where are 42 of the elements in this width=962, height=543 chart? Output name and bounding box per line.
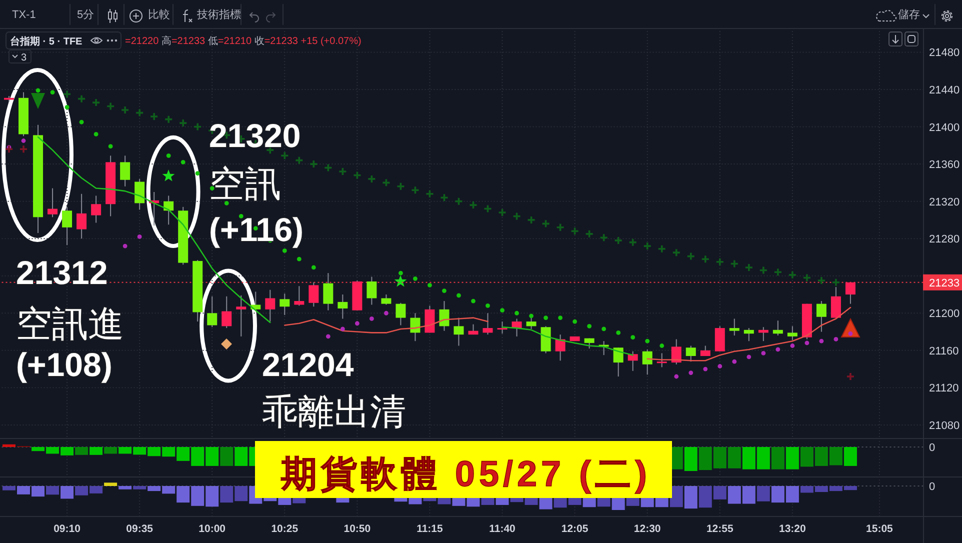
x-tick-label: 12:30 (634, 523, 661, 535)
y-tick-label: 21440 (929, 84, 960, 96)
x-tick-label: 15:05 (866, 523, 894, 535)
annotation: 21312 (16, 254, 108, 291)
y-tick-label: 21280 (929, 234, 960, 246)
y-tick-label: 21160 (929, 345, 959, 358)
y-tick-label: 21200 (929, 308, 960, 320)
x-tick-label: 10:00 (198, 523, 226, 535)
y-tick-label: 21480 (929, 47, 960, 60)
text: 5分 (77, 9, 94, 21)
y-tick-label: 21360 (929, 159, 960, 172)
text: 台指期 · 5 · TFE (10, 36, 83, 48)
text: TX-1 (12, 9, 36, 21)
y-tick-label: 21080 (929, 420, 960, 432)
y-tick-label: 21120 (929, 382, 959, 395)
annotation: 21320 (209, 117, 301, 154)
annotation: 3 (21, 52, 27, 64)
annotation: (+108) (16, 346, 112, 383)
annotation: (+116) (209, 211, 304, 248)
x-tick-label: 11:40 (489, 523, 516, 535)
x-tick-label: 10:25 (271, 523, 298, 535)
ref-line-label: 0 (929, 442, 936, 454)
y-tick-label: 21400 (929, 122, 960, 134)
text: 期貨軟體 05/27 (二) (280, 453, 652, 494)
annotation: 空訊進 (16, 303, 124, 344)
x-tick-label: 12:05 (561, 523, 588, 535)
x-tick-label: 09:35 (126, 523, 154, 535)
x-tick-label: 11:15 (416, 523, 444, 535)
annotation: =21220 高=21233 低=21210 收=21233 +15 (+0.07%) (125, 35, 362, 47)
text: 技術指標 (196, 9, 241, 21)
annotation: 空訊 (209, 163, 281, 204)
y-tick-label: 21320 (929, 196, 960, 208)
x-tick-label: 10:50 (344, 523, 371, 535)
x-tick-label: 12:55 (706, 523, 734, 535)
ref-line-label: 0 (929, 481, 936, 493)
ref-line-label: 21233 (929, 277, 960, 290)
annotation: 21204 (262, 346, 354, 383)
x-tick-label: 09:10 (54, 523, 81, 535)
text: 儲存 (898, 9, 920, 21)
annotation: 乖離出清 (262, 391, 406, 432)
text: 比較 (148, 8, 170, 21)
x-tick-label: 13:20 (779, 523, 806, 535)
